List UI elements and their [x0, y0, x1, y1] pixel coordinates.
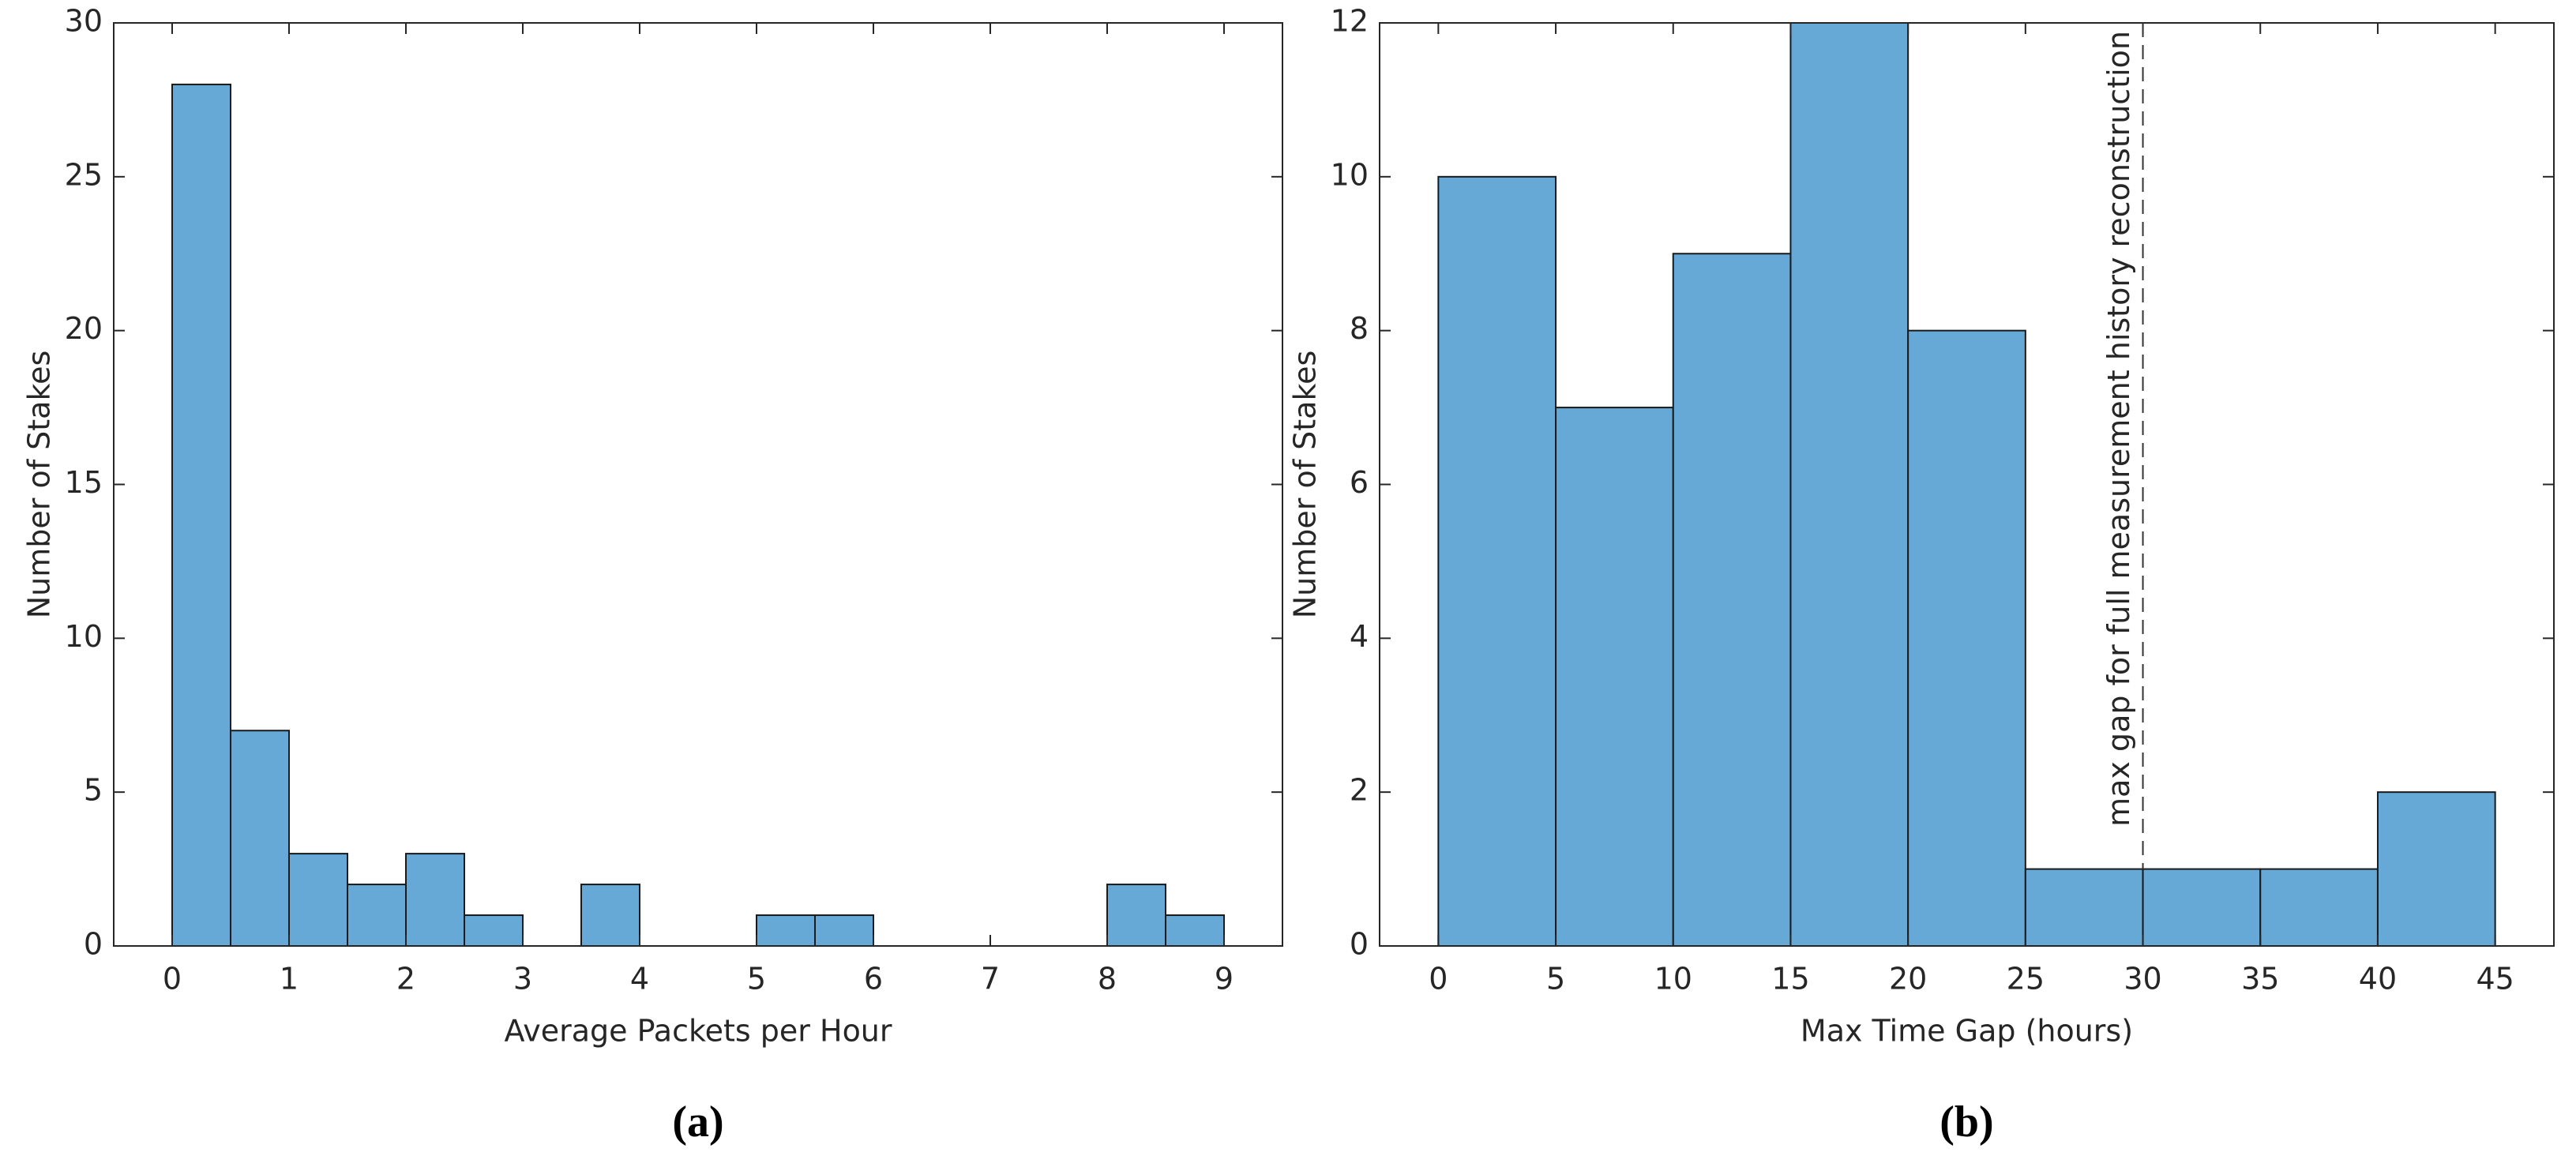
x-tick-label: 10 [1654, 962, 1692, 996]
y-tick-label: 20 [65, 311, 103, 346]
x-tick-label: 4 [630, 962, 649, 996]
x-tick-label: 40 [2359, 962, 2397, 996]
bar [1672, 253, 1792, 947]
bar [814, 914, 874, 947]
y-tick-label: 12 [1331, 4, 1369, 39]
bar [1165, 914, 1225, 947]
bar [1555, 407, 1674, 947]
x-axis-label: Max Time Gap (hours) [1801, 1014, 2133, 1049]
y-axis-label: Number of Stakes [1288, 351, 1323, 619]
x-tick-label: 15 [1771, 962, 1809, 996]
x-tick-label: 0 [1429, 962, 1448, 996]
bar [2376, 791, 2496, 948]
y-tick-label: 30 [65, 4, 103, 39]
y-tick-label: 2 [1350, 773, 1369, 808]
x-tick-label: 8 [1098, 962, 1117, 996]
bar [288, 853, 348, 947]
bar [230, 730, 290, 947]
x-tick-label: 5 [747, 962, 766, 996]
bar [464, 914, 524, 947]
bar [1907, 329, 2026, 947]
panel-label: (b) [1940, 1098, 1993, 1147]
x-tick-label: 35 [2241, 962, 2279, 996]
y-tick-label: 8 [1350, 311, 1369, 346]
bar [756, 914, 816, 947]
bar [1789, 22, 1909, 947]
x-tick-label: 5 [1546, 962, 1565, 996]
bar [1437, 175, 1557, 948]
bar [2024, 868, 2144, 948]
x-tick-label: 2 [396, 962, 415, 996]
y-tick-label: 4 [1350, 619, 1369, 654]
y-tick-label: 0 [1350, 927, 1369, 962]
x-tick-label: 6 [864, 962, 883, 996]
x-tick-label: 9 [1215, 962, 1234, 996]
bar [405, 853, 465, 947]
bar [1106, 884, 1166, 947]
y-axis-label: Number of Stakes [22, 351, 57, 619]
x-tick-label: 30 [2124, 962, 2161, 996]
y-tick-label: 15 [65, 465, 103, 500]
x-tick-label: 0 [163, 962, 182, 996]
panel-label: (a) [672, 1098, 723, 1147]
y-tick-label: 10 [1331, 157, 1369, 192]
x-tick-label: 25 [2007, 962, 2045, 996]
bar [2142, 868, 2262, 948]
x-axis-label: Average Packets per Hour [504, 1014, 892, 1049]
bar [2259, 868, 2379, 948]
y-tick-label: 10 [65, 619, 103, 654]
y-tick-label: 5 [84, 773, 103, 808]
x-tick-label: 1 [280, 962, 299, 996]
y-tick-label: 0 [84, 927, 103, 962]
y-tick-label: 25 [65, 157, 103, 192]
bar [347, 884, 407, 947]
x-tick-label: 3 [513, 962, 532, 996]
annotation: max gap for full measurement history rec… [2101, 31, 2136, 827]
x-tick-label: 20 [1889, 962, 1927, 996]
bar [171, 83, 231, 947]
bar [580, 884, 640, 947]
x-tick-label: 45 [2476, 962, 2514, 996]
y-tick-label: 6 [1350, 465, 1369, 500]
x-tick-label: 7 [981, 962, 1000, 996]
